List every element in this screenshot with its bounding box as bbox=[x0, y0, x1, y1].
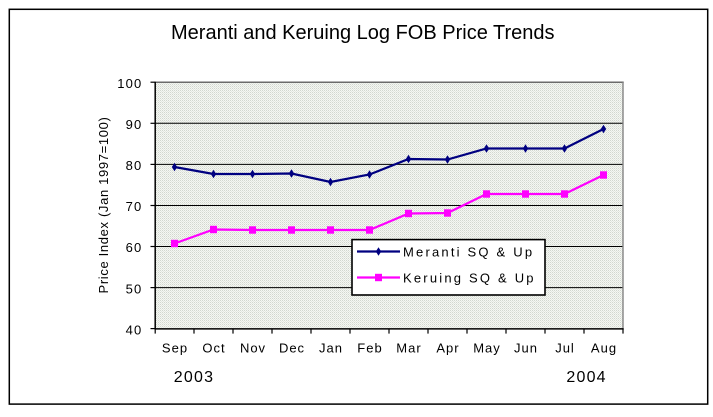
svg-text:Price Index (Jan 1997=100): Price Index (Jan 1997=100) bbox=[96, 117, 111, 294]
svg-text:Meranti and Keruing Log FOB Pr: Meranti and Keruing Log FOB Price Trends bbox=[171, 22, 555, 44]
svg-text:60: 60 bbox=[126, 240, 143, 255]
svg-text:40: 40 bbox=[126, 322, 143, 337]
svg-text:Jan: Jan bbox=[319, 341, 343, 356]
svg-text:80: 80 bbox=[126, 158, 143, 173]
svg-text:100: 100 bbox=[117, 76, 142, 91]
svg-text:90: 90 bbox=[126, 117, 143, 132]
svg-text:Aug: Aug bbox=[591, 341, 617, 356]
svg-text:Meranti SQ & Up: Meranti SQ & Up bbox=[403, 244, 534, 259]
svg-text:Oct: Oct bbox=[202, 341, 225, 356]
svg-text:Jul: Jul bbox=[555, 341, 575, 356]
svg-text:Jun: Jun bbox=[514, 341, 538, 356]
svg-text:Mar: Mar bbox=[396, 341, 421, 356]
svg-text:2004: 2004 bbox=[566, 369, 606, 386]
svg-text:May: May bbox=[473, 341, 501, 356]
svg-text:Nov: Nov bbox=[240, 341, 266, 356]
svg-text:Dec: Dec bbox=[279, 341, 305, 356]
svg-text:70: 70 bbox=[126, 199, 143, 214]
svg-text:Keruing SQ & Up: Keruing SQ & Up bbox=[403, 270, 536, 285]
svg-text:Feb: Feb bbox=[357, 341, 382, 356]
svg-text:50: 50 bbox=[126, 281, 143, 296]
svg-text:2003: 2003 bbox=[174, 369, 214, 386]
svg-text:Apr: Apr bbox=[436, 341, 459, 356]
svg-text:Sep: Sep bbox=[162, 341, 188, 356]
